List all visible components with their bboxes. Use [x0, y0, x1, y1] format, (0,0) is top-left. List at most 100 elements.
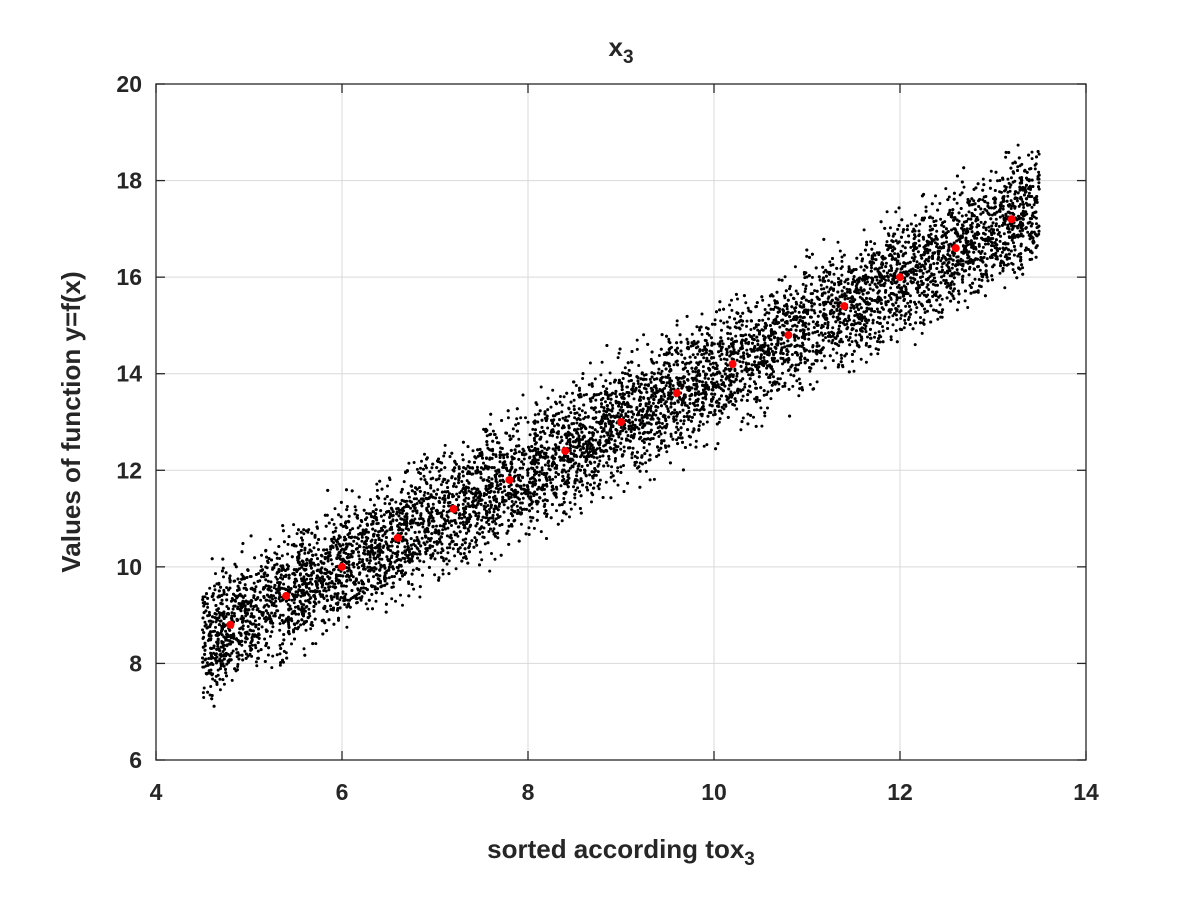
scatter-point [840, 356, 844, 360]
scatter-point [596, 430, 599, 434]
scatter-point [597, 410, 601, 414]
scatter-point [980, 278, 984, 282]
scatter-point [881, 329, 885, 333]
scatter-point [761, 298, 765, 302]
scatter-point [575, 474, 579, 478]
scatter-point [669, 432, 673, 436]
scatter-point [250, 643, 254, 647]
scatter-point [549, 481, 553, 485]
scatter-point [558, 395, 562, 398]
scatter-point [625, 437, 628, 441]
scatter-point [951, 262, 955, 266]
scatter-point [845, 352, 848, 356]
scatter-point [604, 480, 608, 484]
scatter-point [375, 488, 379, 492]
scatter-point [382, 513, 386, 517]
scatter-point [902, 326, 906, 330]
scatter-point [654, 413, 658, 417]
scatter-point [1015, 199, 1019, 203]
scatter-point [222, 682, 226, 686]
scatter-point [1015, 196, 1019, 200]
scatter-point [334, 579, 338, 583]
scatter-point [460, 516, 464, 520]
scatter-point [416, 523, 420, 527]
scatter-point [484, 501, 487, 505]
scatter-point [257, 623, 261, 626]
scatter-point [515, 417, 519, 421]
scatter-point [216, 644, 220, 648]
scatter-point [950, 211, 954, 215]
scatter-point [489, 432, 493, 436]
scatter-point [352, 539, 356, 543]
scatter-point [822, 307, 826, 311]
scatter-point [801, 282, 805, 286]
scatter-point [626, 410, 630, 414]
scatter-point [388, 478, 392, 482]
scatter-point [345, 625, 349, 629]
scatter-point [958, 240, 962, 244]
scatter-point [948, 269, 952, 273]
scatter-point [394, 500, 398, 504]
scatter-point [611, 406, 615, 410]
scatter-point [701, 365, 705, 369]
scatter-point [752, 333, 756, 337]
scatter-point [250, 654, 254, 658]
scatter-point [683, 401, 687, 405]
scatter-point [598, 438, 602, 442]
scatter-point [730, 298, 733, 302]
scatter-point [926, 309, 929, 313]
scatter-point [647, 442, 651, 446]
scatter-point [896, 227, 900, 231]
scatter-point [936, 317, 940, 321]
scatter-point [451, 547, 455, 551]
scatter-point [955, 308, 959, 312]
scatter-point [543, 432, 547, 435]
scatter-point [899, 317, 903, 320]
scatter-point [945, 240, 948, 244]
scatter-point [202, 686, 206, 690]
scatter-point [1009, 176, 1013, 180]
scatter-point [567, 414, 571, 418]
scatter-point [268, 537, 272, 541]
scatter-point [665, 404, 669, 408]
scatter-point [621, 377, 625, 380]
scatter-point [982, 225, 986, 229]
scatter-point [938, 202, 942, 205]
scatter-point [761, 318, 765, 322]
scatter-point [766, 390, 770, 394]
scatter-point [317, 548, 320, 551]
scatter-point [813, 289, 817, 293]
scatter-point [536, 510, 540, 514]
scatter-point [966, 217, 970, 221]
scatter-point [791, 384, 795, 388]
scatter-point [973, 208, 977, 212]
scatter-point [793, 265, 797, 269]
scatter-point [533, 413, 537, 417]
scatter-point [441, 509, 445, 513]
scatter-point [955, 201, 959, 205]
scatter-point [888, 226, 892, 230]
scatter-point [521, 466, 525, 470]
scatter-point [894, 210, 898, 214]
scatter-point [720, 411, 724, 415]
scatter-point [1001, 214, 1005, 218]
scatter-point [487, 508, 491, 511]
scatter-point [955, 239, 959, 243]
scatter-point [735, 358, 739, 362]
scatter-point [729, 332, 732, 336]
scatter-point [486, 504, 490, 507]
scatter-point [295, 532, 299, 536]
scatter-point [1006, 194, 1010, 198]
scatter-point [582, 393, 586, 397]
scatter-point [205, 661, 209, 665]
scatter-point [353, 505, 357, 509]
scatter-point [222, 575, 225, 579]
scatter-point [259, 598, 263, 602]
scatter-point [988, 229, 991, 233]
scatter-point [252, 581, 256, 585]
scatter-point [676, 346, 679, 350]
scatter-point [744, 301, 748, 305]
scatter-point [231, 640, 235, 644]
scatter-point [1011, 180, 1015, 184]
scatter-point [401, 603, 404, 607]
